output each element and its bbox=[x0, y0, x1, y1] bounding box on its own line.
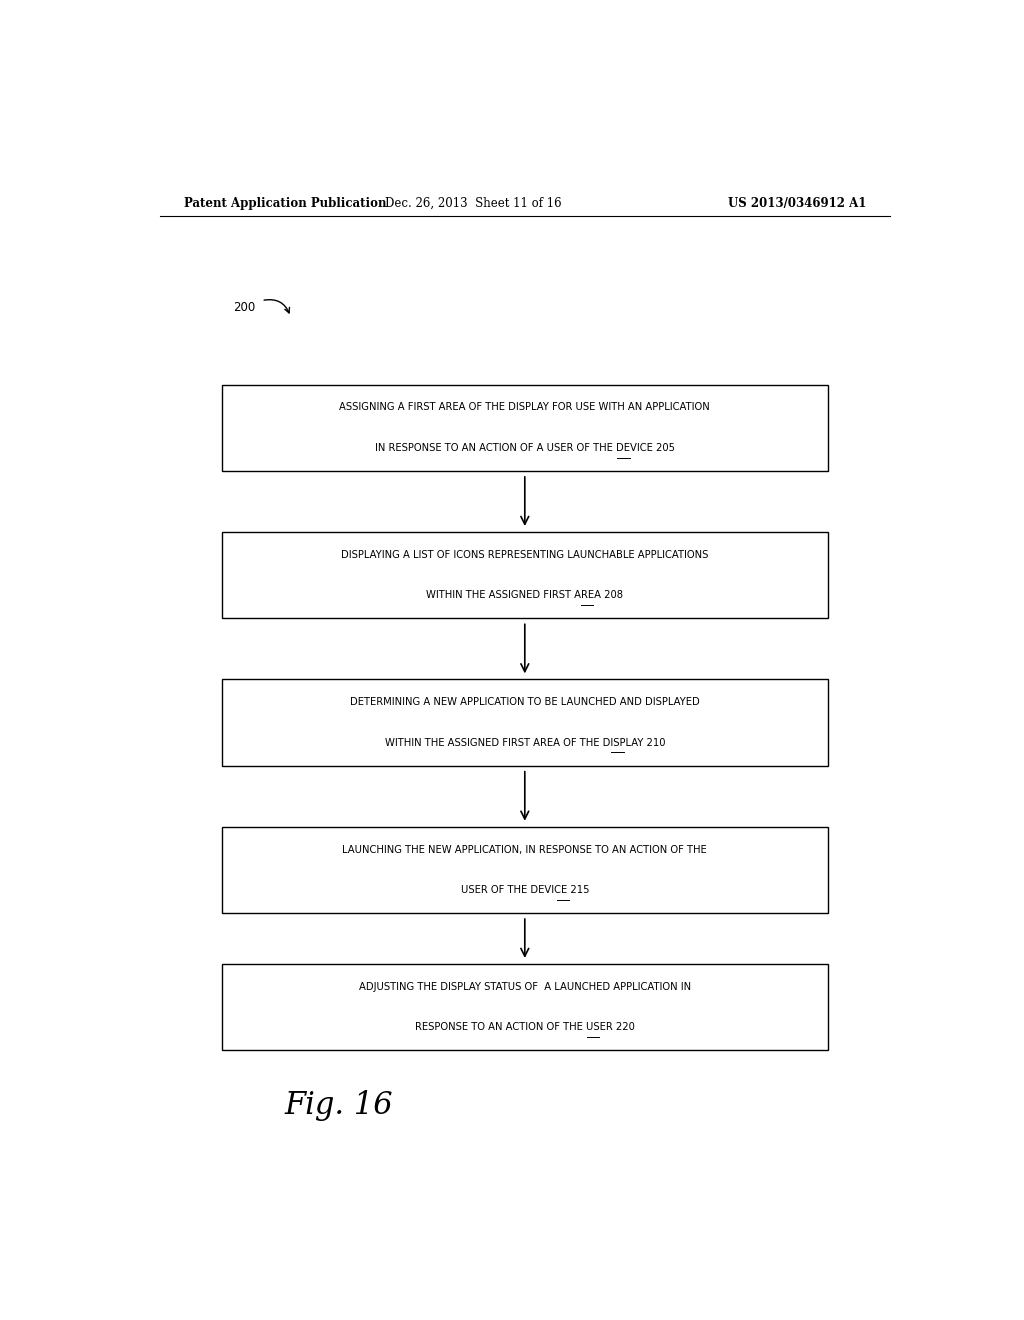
Text: USER OF THE DEVICE 215: USER OF THE DEVICE 215 bbox=[461, 886, 589, 895]
Text: 200: 200 bbox=[233, 301, 256, 314]
Text: DETERMINING A NEW APPLICATION TO BE LAUNCHED AND DISPLAYED: DETERMINING A NEW APPLICATION TO BE LAUN… bbox=[350, 697, 699, 708]
Bar bbox=[221, 826, 828, 913]
Text: LAUNCHING THE NEW APPLICATION, IN RESPONSE TO AN ACTION OF THE: LAUNCHING THE NEW APPLICATION, IN RESPON… bbox=[342, 845, 708, 854]
Text: Dec. 26, 2013  Sheet 11 of 16: Dec. 26, 2013 Sheet 11 of 16 bbox=[385, 197, 561, 210]
Bar bbox=[221, 384, 828, 471]
Text: WITHIN THE ASSIGNED FIRST AREA OF THE DISPLAY 210: WITHIN THE ASSIGNED FIRST AREA OF THE DI… bbox=[385, 738, 665, 748]
Bar bbox=[221, 964, 828, 1051]
Text: IN RESPONSE TO AN ACTION OF A USER OF THE DEVICE 205: IN RESPONSE TO AN ACTION OF A USER OF TH… bbox=[375, 444, 675, 453]
Text: Fig. 16: Fig. 16 bbox=[284, 1090, 392, 1121]
Text: ADJUSTING THE DISPLAY STATUS OF  A LAUNCHED APPLICATION IN: ADJUSTING THE DISPLAY STATUS OF A LAUNCH… bbox=[358, 982, 691, 991]
Text: RESPONSE TO AN ACTION OF THE USER 220: RESPONSE TO AN ACTION OF THE USER 220 bbox=[415, 1023, 635, 1032]
Text: US 2013/0346912 A1: US 2013/0346912 A1 bbox=[728, 197, 866, 210]
Text: Patent Application Publication: Patent Application Publication bbox=[183, 197, 386, 210]
Text: ASSIGNING A FIRST AREA OF THE DISPLAY FOR USE WITH AN APPLICATION: ASSIGNING A FIRST AREA OF THE DISPLAY FO… bbox=[339, 403, 711, 412]
FancyArrowPatch shape bbox=[264, 300, 290, 313]
Bar bbox=[221, 680, 828, 766]
Bar bbox=[221, 532, 828, 618]
Text: WITHIN THE ASSIGNED FIRST AREA 208: WITHIN THE ASSIGNED FIRST AREA 208 bbox=[426, 590, 624, 601]
Text: DISPLAYING A LIST OF ICONS REPRESENTING LAUNCHABLE APPLICATIONS: DISPLAYING A LIST OF ICONS REPRESENTING … bbox=[341, 550, 709, 560]
